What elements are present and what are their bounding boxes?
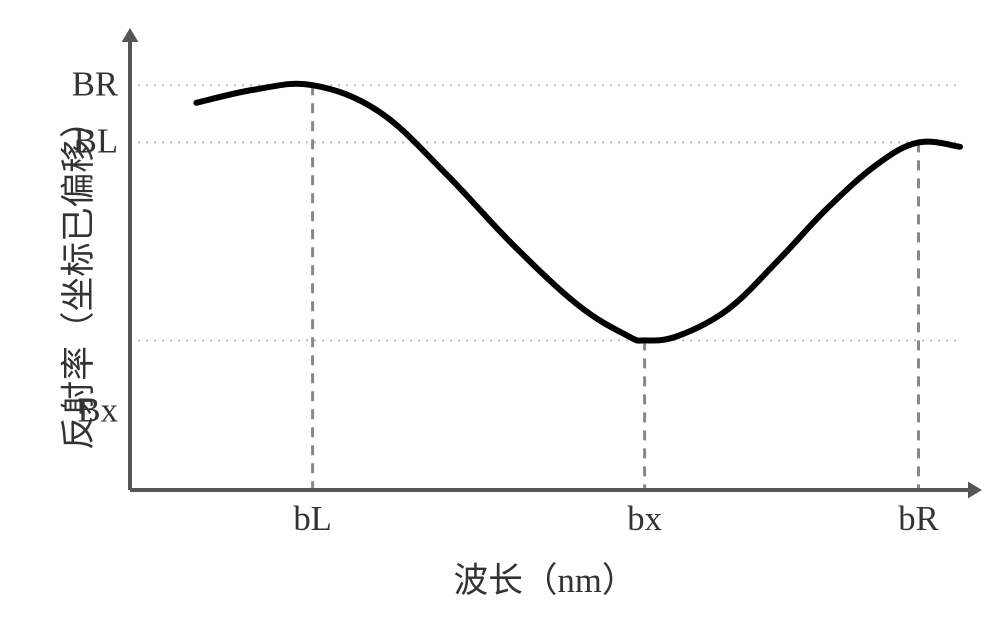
- y-tick-label: BR: [72, 66, 118, 105]
- x-tick-label: bR: [898, 500, 938, 539]
- x-axis-label: 波长（nm）: [454, 552, 637, 602]
- chart-background: [0, 0, 1000, 629]
- y-tick-label: BL: [74, 123, 118, 162]
- x-tick-label: bx: [627, 500, 662, 539]
- reflectance-chart: 反射率（坐标已偏移） 波长（nm） bLbxbRBRBLBx: [0, 0, 1000, 629]
- chart-svg: [0, 0, 1000, 629]
- y-tick-label: Bx: [78, 391, 118, 430]
- x-tick-label: bL: [293, 500, 332, 539]
